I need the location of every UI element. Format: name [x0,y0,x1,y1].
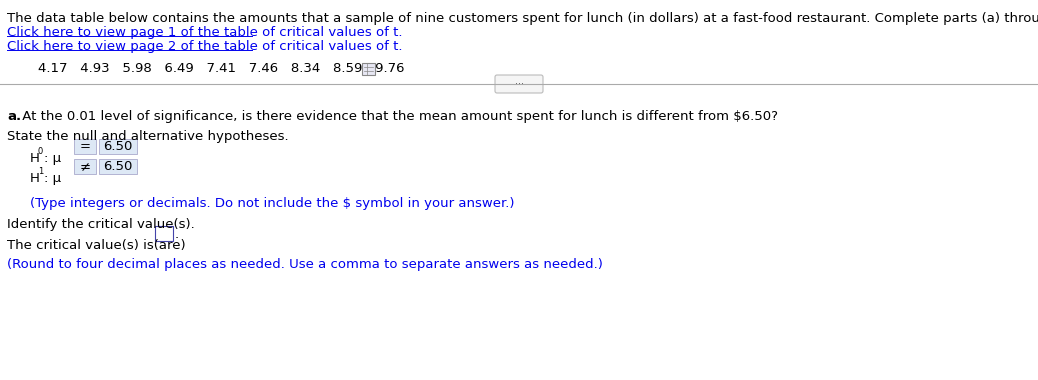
Text: 0: 0 [38,147,44,156]
Text: a.: a. [7,110,21,123]
Text: H: H [30,172,39,185]
Text: (Type integers or decimals. Do not include the $ symbol in your answer.): (Type integers or decimals. Do not inclu… [30,197,515,210]
Text: ···: ··· [515,79,523,89]
FancyBboxPatch shape [362,63,375,75]
Text: 6.50: 6.50 [104,160,133,173]
Text: 1: 1 [38,167,44,176]
Text: 4.17   4.93   5.98   6.49   7.41   7.46   8.34   8.59   9.76: 4.17 4.93 5.98 6.49 7.41 7.46 8.34 8.59 … [38,62,405,75]
Text: The data table below contains the amounts that a sample of nine customers spent : The data table below contains the amount… [7,12,1038,25]
Text: 6.50: 6.50 [104,140,133,153]
FancyBboxPatch shape [99,159,137,174]
Text: The critical value(s) is(are): The critical value(s) is(are) [7,239,190,252]
Text: .: . [175,228,180,241]
FancyBboxPatch shape [495,75,543,93]
Text: : μ: : μ [44,152,61,165]
Text: State the null and alternative hypotheses.: State the null and alternative hypothese… [7,130,289,143]
Text: : μ: : μ [44,172,61,185]
FancyBboxPatch shape [155,226,173,241]
Text: Click here to view page 1 of the table of critical values of t.: Click here to view page 1 of the table o… [7,26,403,39]
FancyBboxPatch shape [99,139,137,154]
Text: Click here to view page 2 of the table of critical values of t.: Click here to view page 2 of the table o… [7,40,403,53]
FancyBboxPatch shape [74,159,95,174]
Text: Identify the critical value(s).: Identify the critical value(s). [7,218,195,231]
FancyBboxPatch shape [74,139,95,154]
Text: (Round to four decimal places as needed. Use a comma to separate answers as need: (Round to four decimal places as needed.… [7,258,603,271]
Text: =: = [80,140,90,153]
Text: At the 0.01 level of significance, is there evidence that the mean amount spent : At the 0.01 level of significance, is th… [18,110,778,123]
Text: ≠: ≠ [80,160,90,173]
Text: H: H [30,152,39,165]
